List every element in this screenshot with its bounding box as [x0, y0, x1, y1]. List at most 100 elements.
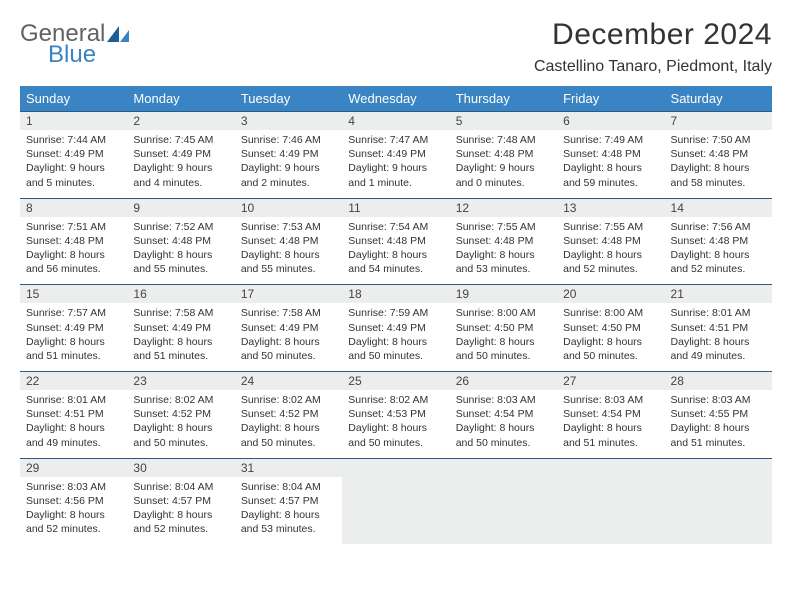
- sunset-line: Sunset: 4:49 PM: [26, 321, 121, 335]
- sunrise-line: Sunrise: 8:02 AM: [348, 393, 443, 407]
- sunrise-line: Sunrise: 8:02 AM: [241, 393, 336, 407]
- daylight-line: Daylight: 8 hours and 51 minutes.: [563, 421, 658, 449]
- day-content-row: Sunrise: 8:01 AMSunset: 4:51 PMDaylight:…: [20, 390, 772, 458]
- sunrise-line: Sunrise: 7:57 AM: [26, 306, 121, 320]
- sunset-line: Sunset: 4:49 PM: [241, 321, 336, 335]
- day-number-cell: 6: [557, 112, 664, 131]
- sunrise-line: Sunrise: 8:04 AM: [241, 480, 336, 494]
- col-monday: Monday: [127, 86, 234, 112]
- day-number: 16: [133, 287, 146, 301]
- day-number: 11: [348, 201, 360, 215]
- day-content-row: Sunrise: 7:51 AMSunset: 4:48 PMDaylight:…: [20, 217, 772, 285]
- day-number: 1: [26, 114, 33, 128]
- day-number: 31: [241, 461, 254, 475]
- sunset-line: Sunset: 4:50 PM: [563, 321, 658, 335]
- logo-word-2: Blue: [48, 43, 96, 67]
- sunrise-line: Sunrise: 7:44 AM: [26, 133, 121, 147]
- day-content-cell: Sunrise: 8:00 AMSunset: 4:50 PMDaylight:…: [450, 303, 557, 371]
- day-number-cell: 18: [342, 285, 449, 304]
- sunset-line: Sunset: 4:54 PM: [456, 407, 551, 421]
- day-number: 19: [456, 287, 469, 301]
- daylight-line: Daylight: 8 hours and 50 minutes.: [348, 335, 443, 363]
- col-wednesday: Wednesday: [342, 86, 449, 112]
- sunset-line: Sunset: 4:48 PM: [671, 234, 766, 248]
- day-number-row: 22232425262728: [20, 372, 772, 391]
- sunrise-line: Sunrise: 7:46 AM: [241, 133, 336, 147]
- sunrise-line: Sunrise: 8:01 AM: [671, 306, 766, 320]
- daylight-line: Daylight: 9 hours and 0 minutes.: [456, 161, 551, 189]
- daylight-line: Daylight: 8 hours and 58 minutes.: [671, 161, 766, 189]
- daylight-line: Daylight: 8 hours and 51 minutes.: [671, 421, 766, 449]
- day-number-cell: [450, 458, 557, 477]
- sunset-line: Sunset: 4:48 PM: [563, 147, 658, 161]
- sunset-line: Sunset: 4:48 PM: [241, 234, 336, 248]
- day-content-cell: Sunrise: 7:57 AMSunset: 4:49 PMDaylight:…: [20, 303, 127, 371]
- sunset-line: Sunset: 4:48 PM: [456, 234, 551, 248]
- day-number-cell: 7: [665, 112, 772, 131]
- day-content-cell: Sunrise: 8:02 AMSunset: 4:53 PMDaylight:…: [342, 390, 449, 458]
- day-content-cell: Sunrise: 7:53 AMSunset: 4:48 PMDaylight:…: [235, 217, 342, 285]
- day-content-cell: Sunrise: 8:02 AMSunset: 4:52 PMDaylight:…: [127, 390, 234, 458]
- daylight-line: Daylight: 8 hours and 52 minutes.: [563, 248, 658, 276]
- day-number: 29: [26, 461, 39, 475]
- day-number: 13: [563, 201, 576, 215]
- day-number-cell: 14: [665, 198, 772, 217]
- day-content-cell: [557, 477, 664, 545]
- day-number: 4: [348, 114, 355, 128]
- day-number-cell: 26: [450, 372, 557, 391]
- day-number: 30: [133, 461, 146, 475]
- weekday-header-row: Sunday Monday Tuesday Wednesday Thursday…: [20, 86, 772, 112]
- day-number: 15: [26, 287, 39, 301]
- day-content-cell: Sunrise: 8:01 AMSunset: 4:51 PMDaylight:…: [20, 390, 127, 458]
- logo-sail-icon: [107, 24, 133, 49]
- day-content-cell: [342, 477, 449, 545]
- day-number-cell: 28: [665, 372, 772, 391]
- daylight-line: Daylight: 8 hours and 55 minutes.: [241, 248, 336, 276]
- sunset-line: Sunset: 4:50 PM: [456, 321, 551, 335]
- day-number-row: 891011121314: [20, 198, 772, 217]
- day-number: 28: [671, 374, 684, 388]
- day-number-cell: 15: [20, 285, 127, 304]
- sunrise-line: Sunrise: 8:01 AM: [26, 393, 121, 407]
- daylight-line: Daylight: 8 hours and 52 minutes.: [26, 508, 121, 536]
- daylight-line: Daylight: 8 hours and 56 minutes.: [26, 248, 121, 276]
- sunrise-line: Sunrise: 7:49 AM: [563, 133, 658, 147]
- sunrise-line: Sunrise: 7:52 AM: [133, 220, 228, 234]
- daylight-line: Daylight: 8 hours and 50 minutes.: [456, 421, 551, 449]
- daylight-line: Daylight: 8 hours and 55 minutes.: [133, 248, 228, 276]
- daylight-line: Daylight: 8 hours and 51 minutes.: [133, 335, 228, 363]
- sunrise-line: Sunrise: 8:03 AM: [671, 393, 766, 407]
- sunset-line: Sunset: 4:53 PM: [348, 407, 443, 421]
- sunrise-line: Sunrise: 7:47 AM: [348, 133, 443, 147]
- sunrise-line: Sunrise: 7:48 AM: [456, 133, 551, 147]
- daylight-line: Daylight: 8 hours and 50 minutes.: [241, 335, 336, 363]
- day-content-cell: Sunrise: 8:04 AMSunset: 4:57 PMDaylight:…: [127, 477, 234, 545]
- day-number-cell: 2: [127, 112, 234, 131]
- day-number-cell: 10: [235, 198, 342, 217]
- day-number: 21: [671, 287, 684, 301]
- day-content-cell: [450, 477, 557, 545]
- day-number-cell: 13: [557, 198, 664, 217]
- sunset-line: Sunset: 4:48 PM: [456, 147, 551, 161]
- day-number-cell: 24: [235, 372, 342, 391]
- day-number-cell: 11: [342, 198, 449, 217]
- col-friday: Friday: [557, 86, 664, 112]
- day-content-cell: Sunrise: 8:00 AMSunset: 4:50 PMDaylight:…: [557, 303, 664, 371]
- day-number: 25: [348, 374, 361, 388]
- sunset-line: Sunset: 4:48 PM: [671, 147, 766, 161]
- day-number-cell: 21: [665, 285, 772, 304]
- day-content-cell: Sunrise: 8:02 AMSunset: 4:52 PMDaylight:…: [235, 390, 342, 458]
- daylight-line: Daylight: 9 hours and 1 minute.: [348, 161, 443, 189]
- day-content-cell: Sunrise: 8:03 AMSunset: 4:54 PMDaylight:…: [557, 390, 664, 458]
- col-sunday: Sunday: [20, 86, 127, 112]
- day-content-row: Sunrise: 8:03 AMSunset: 4:56 PMDaylight:…: [20, 477, 772, 545]
- day-number-cell: [342, 458, 449, 477]
- day-number: 5: [456, 114, 463, 128]
- day-number-cell: 16: [127, 285, 234, 304]
- sunrise-line: Sunrise: 7:56 AM: [671, 220, 766, 234]
- day-number: 17: [241, 287, 254, 301]
- day-content-cell: Sunrise: 7:46 AMSunset: 4:49 PMDaylight:…: [235, 130, 342, 198]
- day-content-cell: Sunrise: 7:49 AMSunset: 4:48 PMDaylight:…: [557, 130, 664, 198]
- day-content-cell: Sunrise: 7:58 AMSunset: 4:49 PMDaylight:…: [127, 303, 234, 371]
- day-number: 8: [26, 201, 33, 215]
